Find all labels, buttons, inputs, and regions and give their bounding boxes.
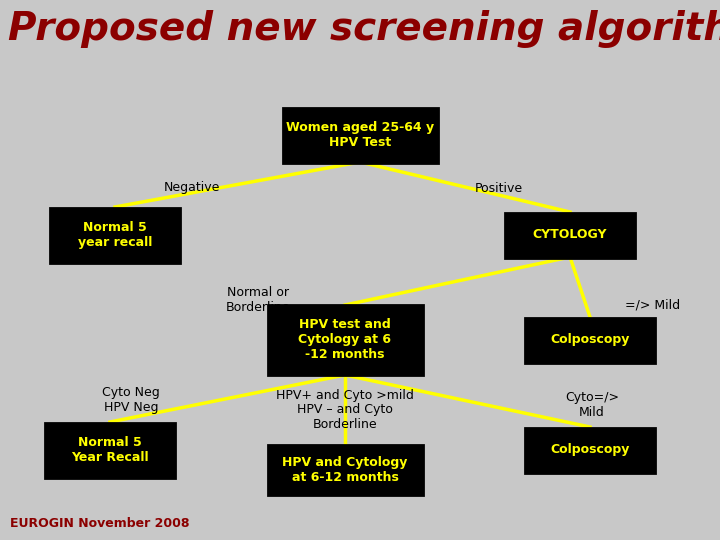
Text: HPV test and
Cytology at 6
-12 months: HPV test and Cytology at 6 -12 months <box>299 319 392 361</box>
FancyBboxPatch shape <box>525 318 655 362</box>
Text: Proposed new screening algorithm: Proposed new screening algorithm <box>8 10 720 48</box>
FancyBboxPatch shape <box>525 428 655 472</box>
Text: Normal 5
Year Recall: Normal 5 Year Recall <box>71 436 149 464</box>
FancyBboxPatch shape <box>45 422 175 477</box>
FancyBboxPatch shape <box>505 213 635 258</box>
Text: HPV+ and Cyto >mild
HPV – and Cyto
Borderline: HPV+ and Cyto >mild HPV – and Cyto Borde… <box>276 388 414 431</box>
Text: Cyto=/>
Mild: Cyto=/> Mild <box>565 391 619 419</box>
FancyBboxPatch shape <box>282 107 438 163</box>
FancyBboxPatch shape <box>268 445 423 495</box>
Text: Positive: Positive <box>475 181 523 194</box>
Text: Negative: Negative <box>163 181 220 194</box>
Text: Cyto Neg
HPV Neg: Cyto Neg HPV Neg <box>102 386 160 414</box>
Text: EUROGIN November 2008: EUROGIN November 2008 <box>10 517 189 530</box>
Text: Women aged 25-64 y
HPV Test: Women aged 25-64 y HPV Test <box>286 121 434 149</box>
Text: =/> Mild: =/> Mild <box>625 299 680 312</box>
Text: CYTOLOGY: CYTOLOGY <box>533 228 607 241</box>
FancyBboxPatch shape <box>50 207 180 262</box>
Text: Normal 5
year recall: Normal 5 year recall <box>78 221 152 249</box>
Text: Colposcopy: Colposcopy <box>550 334 630 347</box>
Text: Normal or
Borderline: Normal or Borderline <box>225 286 290 314</box>
Text: Colposcopy: Colposcopy <box>550 443 630 456</box>
FancyBboxPatch shape <box>268 305 423 375</box>
Text: HPV and Cytology
at 6-12 months: HPV and Cytology at 6-12 months <box>282 456 408 484</box>
